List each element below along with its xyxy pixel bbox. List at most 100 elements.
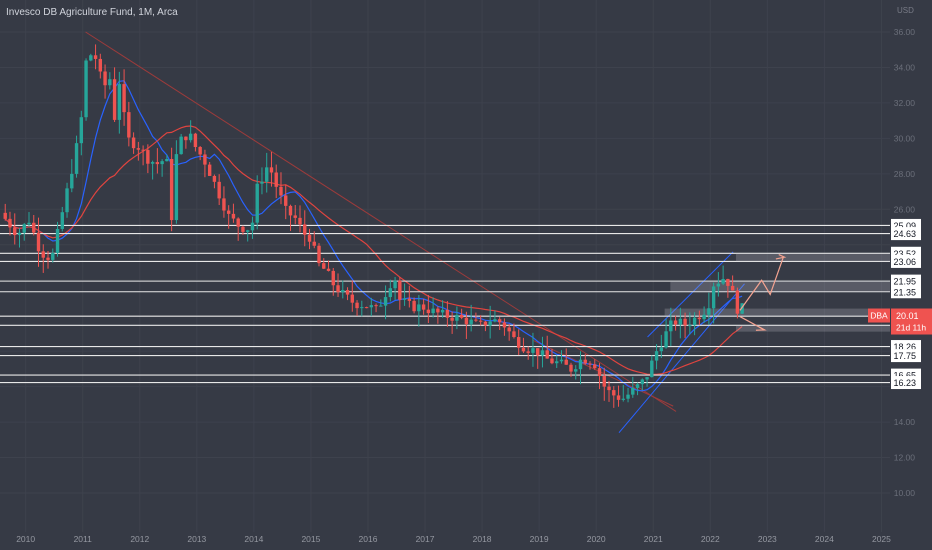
candle [440,300,445,318]
candle-body [383,297,388,306]
candle [203,149,207,178]
candle-body [464,317,469,325]
candle [616,385,621,407]
candle-body [374,305,378,307]
level-price-tag [891,285,921,299]
chart-title: Invesco DB Agriculture Fund, 1M, Arca [6,7,178,18]
candle-body [569,364,573,372]
candle [350,280,354,312]
candle-body [222,198,226,211]
candle-body [583,359,587,364]
candle [160,159,164,177]
candle-body [474,319,478,321]
candle [136,141,141,161]
candle-body [650,360,654,378]
candle-body [165,158,169,162]
candle [103,64,107,99]
candle-body [341,290,345,293]
candle [41,244,45,273]
candle [707,292,711,325]
candle [117,71,122,134]
candle [127,101,131,147]
candle-body [364,307,369,309]
candle [226,205,231,229]
price-tick-label: 36.00 [894,27,916,37]
candle [108,72,112,90]
candle [331,267,335,296]
candle-body [536,348,540,356]
candle-body [32,222,36,233]
candle [27,212,31,227]
candle [645,377,649,387]
candle-body [112,79,117,120]
candle [326,260,331,272]
candle [654,344,659,370]
candle [445,301,450,327]
candle [269,151,274,187]
candle-body [155,162,160,165]
candle [307,228,312,250]
candle-body [226,210,231,214]
candle-body [497,319,502,323]
candle-body [174,154,179,221]
level-price-tag [891,376,921,390]
bullish-projection-arrow [739,256,784,311]
candle [635,382,640,396]
candle [70,159,74,193]
candle-body [255,183,259,223]
candle [474,312,478,323]
level-price-label: 17.75 [893,351,916,361]
candle-body [117,84,122,120]
candle [711,282,716,324]
candle [516,329,521,356]
candle-body [550,358,554,364]
year-tick-label: 2010 [16,534,35,544]
candle [336,273,340,297]
candle-body [593,364,597,369]
candle [588,361,592,370]
candle [241,225,245,235]
candle-body [265,167,269,182]
candle [726,278,730,298]
candle-body [730,285,735,291]
candle [3,203,7,221]
candle-body [645,377,649,380]
candle-body [103,71,107,86]
candle-body [55,228,60,253]
current-price-tag [891,308,932,335]
candle [678,307,683,339]
time-axis-bg [0,532,932,550]
candle-body [284,195,288,206]
candle [345,287,350,301]
candle-body [707,308,711,315]
candle-body [184,136,188,141]
candle-body [426,309,431,314]
candle-body [274,172,278,187]
year-tick-label: 2014 [244,534,263,544]
candle-body [84,60,88,118]
price-tick-label: 26.00 [894,204,916,214]
candle [626,387,630,403]
candle-body [345,290,350,295]
candle-body [436,308,440,313]
projection-zones [664,253,890,332]
candle-body [203,154,207,165]
candle [497,316,502,330]
candle [36,217,41,267]
candle [459,308,464,320]
candle [379,299,383,307]
candle [260,167,264,195]
candle [669,307,673,347]
price-tick-label: 30.00 [894,133,916,143]
candle-body [150,162,155,164]
level-price-label: 23.06 [893,257,916,267]
countdown-label: 21d 11h [896,323,926,333]
candle [169,147,174,232]
candle-body [402,298,407,300]
price-zone [670,281,890,292]
candle-body [65,188,69,213]
price-zone [735,253,890,262]
candle [65,182,69,218]
candle-body [108,79,112,86]
